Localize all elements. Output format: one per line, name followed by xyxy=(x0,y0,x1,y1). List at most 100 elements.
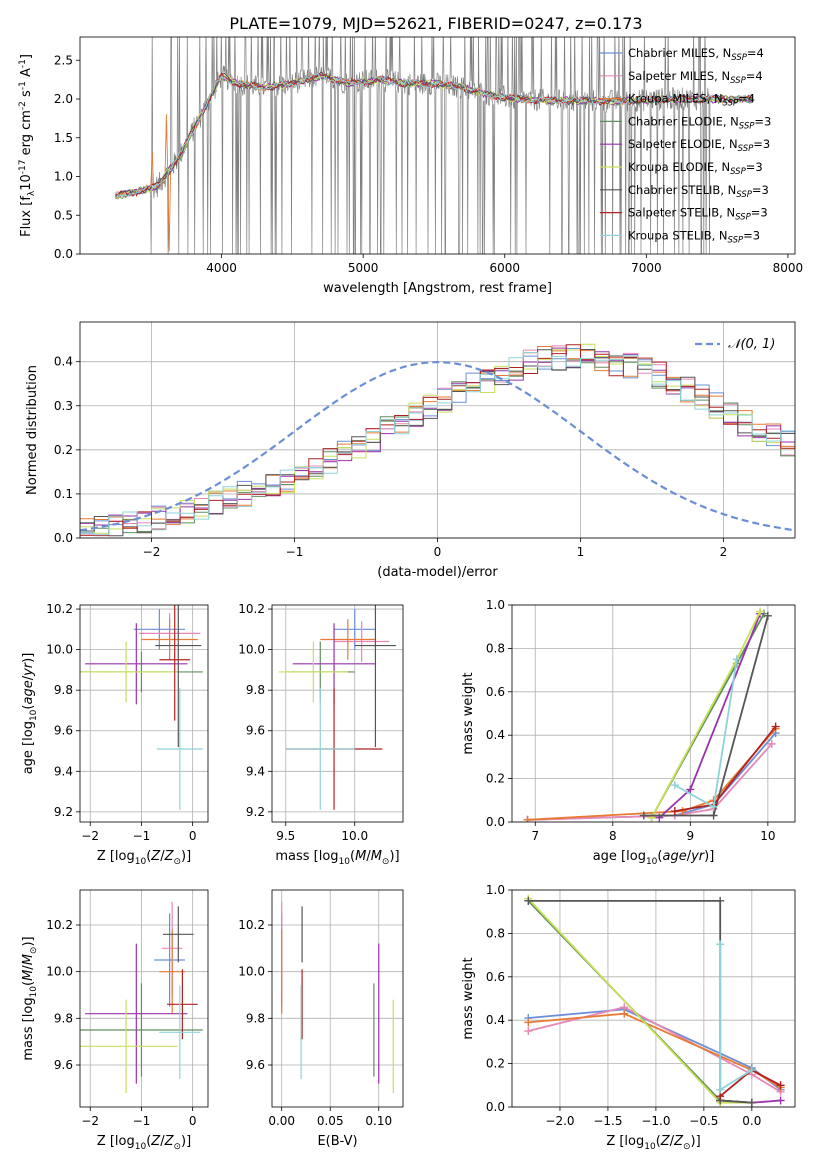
y-tick-label: 0.2 xyxy=(486,772,505,786)
x-axis-label-part: 10 xyxy=(339,857,351,867)
x-axis-label: Z [log10(Z/Z⊙)] xyxy=(606,1134,700,1152)
legend-label-count: =4 xyxy=(738,92,755,106)
y-tick-label: 9.6 xyxy=(54,1058,73,1072)
x-axis-label-part: Z [log xyxy=(97,1134,135,1149)
y-tick-label: 9.8 xyxy=(246,1011,265,1025)
x-axis-label-part: M xyxy=(371,849,382,864)
y-axis-label: age [log10(age/yr)] xyxy=(21,653,39,775)
weight-line xyxy=(674,725,777,812)
spectrum-plot xyxy=(114,37,753,254)
x-tick-label: 0.10 xyxy=(365,1114,392,1128)
spectrum-model-line xyxy=(115,74,753,200)
weight-marker xyxy=(776,1081,785,1090)
x-axis-label-part: )] xyxy=(691,1134,701,1149)
x-tick-label: −2 xyxy=(81,829,99,843)
y-axis-label-part: age xyxy=(21,680,36,704)
y-axis-label-part: s xyxy=(19,90,34,101)
x-axis-label-part: E(B-V) xyxy=(317,1134,357,1149)
y-tick-label: 0.4 xyxy=(486,1013,505,1027)
x-tick-label: 6000 xyxy=(489,261,520,275)
legend-label-name: Kroupa MILES, N xyxy=(628,92,723,106)
x-axis-label-part: ( xyxy=(350,849,355,864)
legend-label-name: Salpeter ELODIE, N xyxy=(628,137,738,151)
x-axis-label-part: ⊙ xyxy=(173,1142,181,1152)
x-tick-label: 10.0 xyxy=(341,829,368,843)
x-axis-label-part: Z xyxy=(164,849,175,864)
histogram-step xyxy=(80,349,795,538)
x-axis-label-part: 10 xyxy=(135,857,147,867)
x-axis-label: E(B-V) xyxy=(317,1134,357,1149)
y-axis-label-part: / xyxy=(21,965,36,970)
y-tick-label: 0.0 xyxy=(486,1100,505,1114)
y-tick-label: 9.4 xyxy=(54,764,73,778)
x-tick-label: 9.5 xyxy=(276,829,295,843)
y-axis-label-part: mass weight xyxy=(461,672,476,754)
y-tick-label: 9.4 xyxy=(246,764,265,778)
weight-marker xyxy=(771,722,780,731)
y-tick-label: 2.0 xyxy=(54,92,73,106)
y-axis-label-part: M xyxy=(21,954,36,965)
y-tick-label: 1.0 xyxy=(486,598,505,612)
y-tick-label: 10.2 xyxy=(238,602,265,616)
weight-line xyxy=(527,898,752,1104)
y-axis-label-part: Normed distribution xyxy=(25,365,40,495)
histogram-step xyxy=(80,348,795,538)
weight-line xyxy=(528,1006,782,1093)
y-axis-label-part: ( xyxy=(21,705,36,710)
x-axis-label-part: / xyxy=(687,849,692,864)
y-axis-label-part: ⊙ xyxy=(29,947,39,955)
legend-label-name: Chabrier MILES, N xyxy=(628,46,731,60)
legend-label-sub: SSP xyxy=(735,213,751,223)
histogram-legend: 𝒩(0, 1) xyxy=(695,337,775,352)
legend-label: Chabrier STELIB, NSSP=3 xyxy=(628,183,769,200)
weight-marker xyxy=(524,896,533,905)
x-axis-label: (data-model)/error xyxy=(377,565,498,580)
x-tick-label: 7 xyxy=(531,829,539,843)
x-axis-label-part: M xyxy=(355,849,366,864)
x-axis-label-part: yr xyxy=(690,849,706,864)
y-tick-label: 2.5 xyxy=(54,53,73,67)
legend-label: Kroupa MILES, NSSP=4 xyxy=(628,92,755,109)
y-axis-label-part: ] xyxy=(19,54,34,59)
x-tick-label: 0.00 xyxy=(268,1114,295,1128)
y-axis-label-part: age [log xyxy=(21,721,36,774)
y-axis-label-part: M xyxy=(21,970,36,981)
weight-marker xyxy=(523,815,532,822)
y-tick-label: 0.2 xyxy=(54,443,73,457)
x-axis-label: wavelength [Angstrom, rest frame] xyxy=(323,281,552,296)
y-tick-label: 10.2 xyxy=(238,918,265,932)
y-tick-label: 0.5 xyxy=(54,208,73,222)
weight-marker xyxy=(524,1027,533,1036)
weight-vs-Z-axes: −2.0 −1.5 −1.0 −0.5 0.0 0.0 0.2 0.4 0.6 0.8 1.0 Z [… xyxy=(461,883,795,1152)
weight-line xyxy=(528,1012,782,1089)
x-tick-label: −1 xyxy=(133,829,151,843)
weight-line xyxy=(650,611,761,819)
weight-line xyxy=(527,743,773,821)
legend-label-count: =3 xyxy=(754,114,771,128)
x-tick-label: 9 xyxy=(687,829,695,843)
weight-marker xyxy=(670,807,679,816)
histogram-step xyxy=(80,345,795,538)
weight-marker xyxy=(716,1085,725,1094)
histogram-step xyxy=(80,347,795,538)
spectrum-axes: 4000 5000 6000 7000 8000 0.0 0.5 1.0 1.5 2.0 2.5 wa… xyxy=(18,53,803,296)
y-tick-label: 10.0 xyxy=(238,965,265,979)
x-tick-label: 8 xyxy=(609,829,617,843)
x-axis-label-part: / xyxy=(160,1134,165,1149)
x-tick-label: −2 xyxy=(81,1114,99,1128)
x-axis-label-part: )] xyxy=(389,849,399,864)
x-tick-label: 10 xyxy=(760,829,775,843)
legend-label-count: =3 xyxy=(743,228,760,242)
x-tick-label: 2 xyxy=(720,545,728,559)
x-axis-label-part: Z xyxy=(164,1134,175,1149)
spectrum-model-line xyxy=(115,72,753,197)
y-tick-label: 0.8 xyxy=(486,926,505,940)
residuals-axes: −2 −1 0 1 2 0.0 0.1 0.2 0.3 0.4 (data-model)/error… xyxy=(25,322,795,580)
y-axis-label-part: mass weight xyxy=(461,957,476,1039)
weight-vs-age-plot xyxy=(523,607,780,822)
x-axis-label-part: (data-model)/error xyxy=(377,565,498,580)
x-axis-label-part: Z xyxy=(150,1134,161,1149)
x-axis-label-part: )] xyxy=(181,849,191,864)
